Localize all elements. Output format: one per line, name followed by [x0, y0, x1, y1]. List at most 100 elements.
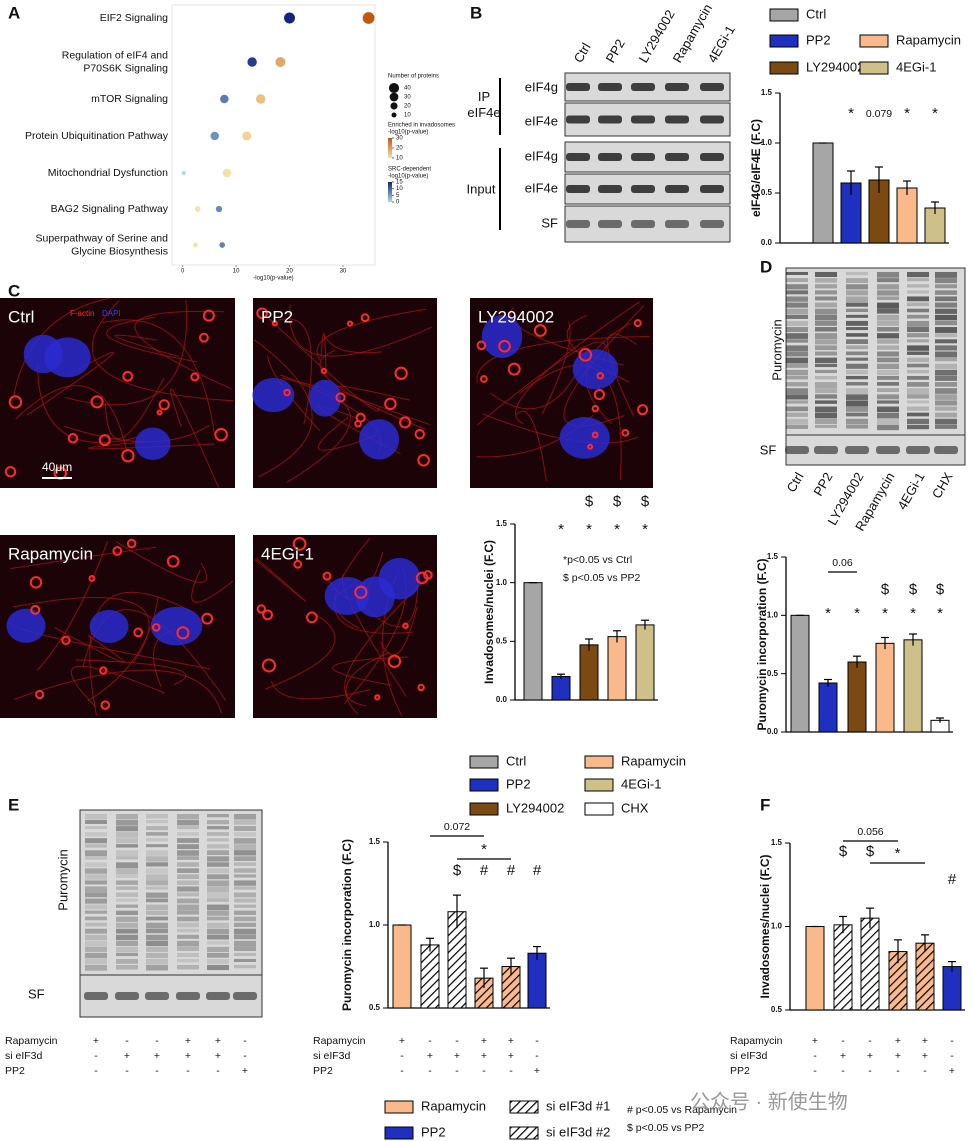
blot-band: [234, 814, 256, 820]
x-tick-label: 20: [286, 269, 293, 275]
blot-band: [177, 844, 199, 850]
legend-label: Ctrl: [506, 753, 526, 768]
actin-fiber: [515, 301, 640, 425]
micrograph-background: [0, 298, 235, 488]
blot-band: [907, 302, 929, 307]
error-bar: [533, 945, 541, 960]
blot-band: [177, 952, 199, 958]
blot-band: [85, 916, 107, 921]
condition-mark: +: [93, 1035, 99, 1047]
significance-label: $: [613, 493, 622, 510]
actin-fiber: [271, 680, 371, 700]
blot-band: [935, 272, 957, 278]
invadosome: [593, 389, 605, 401]
error-bar: [847, 170, 855, 195]
significance-label: *: [586, 521, 592, 538]
invadosome: [61, 635, 71, 645]
blot-band: [907, 290, 929, 294]
blot-band: [207, 862, 229, 867]
legend-swatch: [509, 1126, 539, 1140]
blot-band: [207, 904, 229, 911]
condition-label: Rapamycin: [5, 1035, 58, 1047]
blot-band: [116, 904, 138, 908]
invadosome: [292, 537, 307, 551]
significance-label: $: [936, 581, 945, 598]
bar: [579, 644, 599, 701]
nucleus: [481, 315, 523, 359]
blot-band: [846, 314, 868, 318]
blot-band: [85, 874, 107, 880]
blot-band: [935, 345, 957, 351]
blot-band: [786, 314, 808, 319]
condition-label: PP2: [5, 1065, 25, 1077]
blot-band: [177, 946, 199, 952]
actin-fiber: [64, 299, 188, 406]
blot-band: [234, 838, 256, 844]
blot-band: [846, 369, 868, 375]
condition-mark: +: [481, 1050, 487, 1062]
condition-mark: +: [922, 1035, 928, 1047]
blot-band: [598, 115, 622, 124]
blot-band: [207, 934, 229, 940]
condition-mark: -: [841, 1035, 845, 1047]
blot-band: [935, 418, 957, 425]
blot-band: [786, 382, 808, 387]
blot: [564, 205, 731, 243]
row-label: eIF4g: [525, 79, 558, 94]
blot-band: [786, 290, 808, 295]
colorbar-tick-label: 0: [396, 200, 400, 206]
legend-label: CHX: [621, 800, 649, 815]
blot-band: [234, 940, 256, 947]
error-bar: [936, 717, 944, 723]
bar: [903, 639, 923, 733]
invadosome: [423, 570, 433, 580]
significance-label: *: [854, 605, 860, 622]
blot-band: [786, 339, 808, 343]
colorbar: [388, 138, 392, 158]
blot-band: [207, 952, 229, 958]
blot-band: [846, 339, 868, 344]
blot-band: [786, 424, 808, 429]
blot-band: [234, 826, 256, 831]
nucleus: [89, 609, 129, 643]
blot-band: [907, 418, 929, 425]
y-tick-label: 0.0: [496, 695, 508, 704]
blot-band: [935, 412, 957, 418]
actin-fiber: [289, 304, 432, 357]
error-bar: [480, 967, 488, 989]
lane-label: Ctrl: [783, 470, 806, 495]
blot-band: [234, 910, 256, 915]
blot-band: [85, 910, 107, 914]
invadosome: [306, 611, 318, 624]
blot-band: [877, 284, 899, 290]
blot-band: [935, 339, 957, 344]
error-bar: [557, 673, 565, 679]
blot-band: [177, 820, 199, 826]
category-label: BAG2 Signaling Pathway: [51, 203, 169, 215]
bar: [896, 187, 918, 244]
significance-label: *: [904, 105, 910, 122]
actin-fiber: [380, 606, 418, 656]
legend-swatch: [584, 755, 614, 769]
blot-band: [116, 922, 138, 928]
condition-mark: -: [94, 1065, 98, 1077]
blot-band: [177, 910, 199, 915]
blot-band: [877, 278, 899, 283]
micrograph-label: Rapamycin: [8, 544, 93, 563]
blot-band: [786, 394, 808, 400]
micrograph-label: 4EGi-1: [261, 544, 314, 563]
blot-band: [846, 388, 868, 394]
y-tick-label: 1.0: [369, 920, 381, 929]
invadosome: [30, 604, 41, 615]
blot-band: [116, 952, 138, 957]
invadosome: [262, 609, 273, 621]
group-label: IP eIF4e: [467, 89, 500, 120]
bar: [392, 924, 412, 1009]
condition-mark: +: [481, 1035, 487, 1047]
blot-band: [116, 826, 138, 832]
blot-band: [207, 832, 229, 836]
legend-swatch: [584, 778, 614, 792]
legend-swatch: [509, 1100, 539, 1114]
blot-band: [877, 406, 899, 413]
blot-band: [85, 832, 107, 837]
